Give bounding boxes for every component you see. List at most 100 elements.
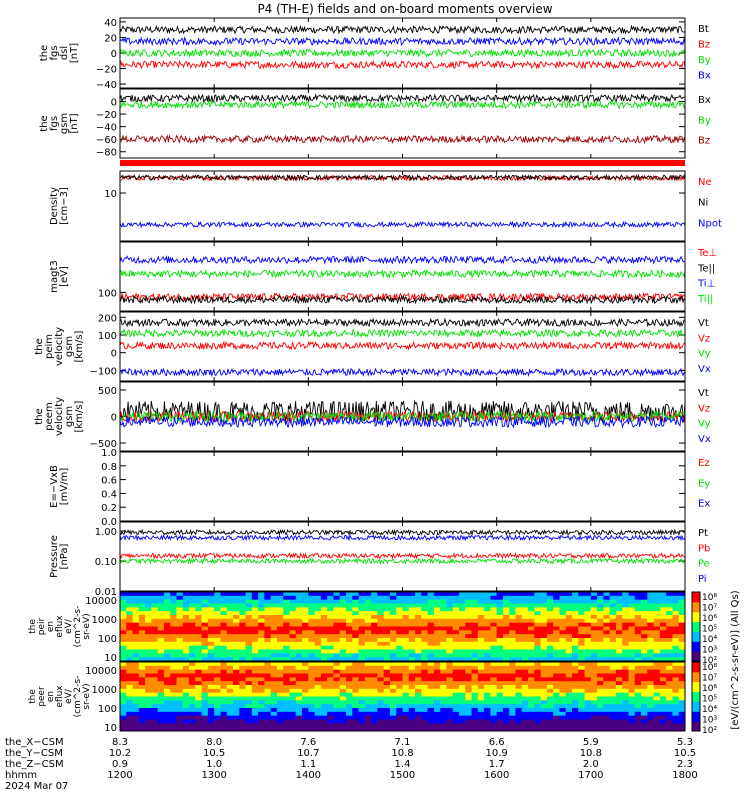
heatmap-cell [251,611,259,616]
heatmap-cell [433,708,441,713]
heatmap-cell [659,634,667,639]
heatmap-cell [383,626,391,631]
heatmap-cell [433,719,441,724]
heatmap-cell [584,641,592,647]
heatmap-cell [151,727,159,732]
heatmap-cell [251,638,259,643]
heatmap-cell [553,599,560,604]
heatmap-cell [452,685,460,690]
heatmap-cell [578,630,586,635]
heatmap-cell [540,603,548,608]
heatmap-cell [408,592,416,597]
heatmap-cell [502,708,510,713]
heatmap-cell [521,626,529,631]
heatmap-cell [320,653,328,658]
heatmap-cell [446,673,454,678]
heatmap-cell [201,727,209,732]
heatmap-cell [214,622,221,627]
heatmap-cell [226,649,234,654]
heatmap-cell [565,626,573,631]
heatmap-cell [270,653,278,658]
heatmap-cell [151,669,159,674]
heatmap-cell [647,681,655,686]
heatmap-cell [609,634,617,639]
series-group [120,173,685,229]
heatmap-cell [408,657,416,662]
heatmap-cell [666,715,673,720]
heatmap-cell [559,715,567,720]
heatmap-cell [540,592,548,597]
heatmap-cell [578,662,586,667]
heatmap-cell [264,719,272,724]
heatmap-cell [678,708,686,713]
heatmap-cell [283,653,290,658]
heatmap-cell [515,685,523,690]
heatmap-cell [251,657,259,662]
heatmap-cell [641,630,648,635]
heatmap-cell [433,630,441,635]
heatmap-cell [201,700,209,705]
x-tick-label: 1.0 [206,759,222,770]
heatmap-cell [459,618,466,624]
heatmap-cell [264,665,272,671]
heatmap-cell [320,685,328,690]
heatmap-cell [459,662,466,667]
heatmap-cell [207,653,215,658]
heatmap-cell [490,657,498,662]
heatmap-cell [358,719,366,724]
heatmap-cell [396,673,403,678]
heatmap-cell [157,704,165,709]
heatmap-cell [176,669,184,674]
heatmap-cell [471,711,479,717]
heatmap-cell [465,645,473,650]
heatmap-cell [333,599,341,604]
heatmap-cell [295,673,303,678]
heatmap-cell [653,673,661,678]
heatmap-cell [195,685,203,690]
heatmap-cell [465,630,473,635]
heatmap-cell [245,704,253,709]
heatmap-cell [597,618,604,624]
heatmap-cell [251,630,259,635]
heatmap-cell [314,645,322,650]
heatmap-cell [220,711,228,717]
heatmap-cell [603,715,611,720]
heatmap-cell [446,645,454,650]
heatmap-cell [565,611,573,616]
heatmap-cell [427,622,435,627]
heatmap-cell [540,673,548,678]
heatmap-cell [534,592,542,597]
heatmap-cell [534,626,542,631]
heatmap-cell [502,723,510,728]
heatmap-cell [496,595,504,601]
heatmap-cell [389,685,397,690]
heatmap-cell [641,696,648,701]
heatmap-cell [440,665,447,671]
heatmap-cell [490,662,498,667]
heatmap-cell [132,657,140,662]
heatmap-cell [226,723,234,728]
heatmap-cell [214,677,221,682]
heatmap-cell [647,715,655,720]
heatmap-cell [628,626,636,631]
heatmap-cell [207,665,215,671]
heatmap-cell [471,723,479,728]
heatmap-cell [320,677,328,682]
heatmap-cell [477,607,485,612]
heatmap-cell [628,711,636,717]
heatmap-cell [245,711,253,717]
heatmap-cell [528,681,535,686]
heatmap-cell [421,719,429,724]
heatmap-cell [201,611,209,616]
heatmap-cell [220,603,228,608]
heatmap-cell [214,665,221,671]
heatmap-cell [207,626,215,631]
heatmap-cell [389,618,397,624]
heatmap-cell [276,715,284,720]
heatmap-cell [189,692,196,697]
heatmap-cell [276,638,284,643]
heatmap-cell [126,696,134,701]
heatmap-cell [157,618,165,624]
heatmap-cell [283,645,290,650]
heatmap-cell [634,665,642,671]
